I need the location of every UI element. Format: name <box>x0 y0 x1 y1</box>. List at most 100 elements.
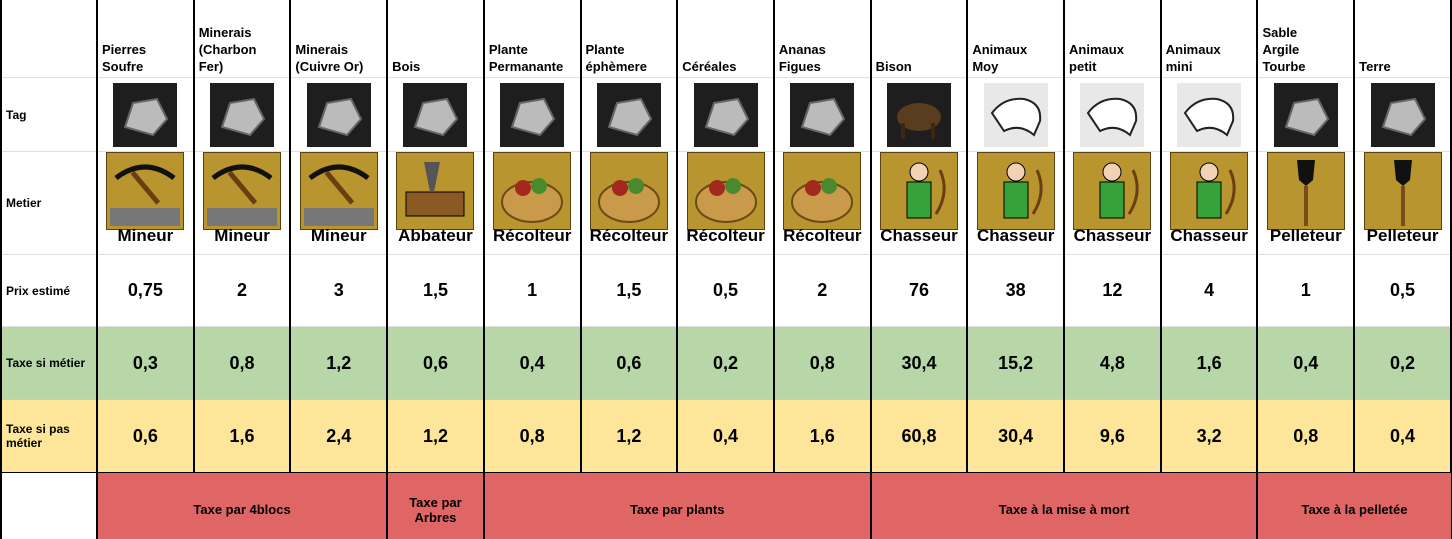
value-cell: 9,6 <box>1063 399 1162 473</box>
column-header: Animaux mini <box>1159 0 1259 78</box>
metier-cell: Récolteur <box>772 151 872 255</box>
column-header: Pierres Soufre <box>96 0 195 78</box>
icon-part <box>308 164 370 181</box>
metier-cell: Récolteur <box>579 151 679 255</box>
icon-part <box>414 97 459 136</box>
metier-icon <box>493 152 572 230</box>
tag-cell <box>289 77 389 152</box>
row-label: Taxe si pas métier <box>0 399 98 473</box>
metier-name: Chasseur <box>880 226 958 245</box>
metier-icon <box>783 152 862 230</box>
tag-cell <box>1256 77 1356 152</box>
tag-icon <box>1370 82 1435 147</box>
value-cell: 0,3 <box>96 326 195 400</box>
value-cell: 4 <box>1159 254 1259 327</box>
tag-cell <box>482 77 582 152</box>
tag-icon <box>886 82 951 147</box>
tag-icon <box>983 82 1048 147</box>
column-header: Minerais (Charbon Fer) <box>192 0 292 78</box>
value-cell: 1,5 <box>386 254 485 327</box>
icon-part <box>510 97 556 136</box>
group-cell: Taxe à la mise à mort <box>869 472 1258 539</box>
icon-part <box>611 180 628 196</box>
icon-part <box>704 97 749 136</box>
value-cell: 30,4 <box>869 326 969 400</box>
icon-part <box>220 97 266 136</box>
icon-part <box>805 180 822 196</box>
metier-cell: Mineur <box>289 151 389 255</box>
tag-cell <box>579 77 679 152</box>
value-cell: 4,8 <box>1063 326 1162 400</box>
icon-part <box>1400 186 1405 226</box>
metier-cell: Mineur <box>192 151 292 255</box>
icon-part <box>324 170 354 205</box>
tag-row: Tag <box>0 77 1452 152</box>
icon-part <box>124 97 169 136</box>
column-header: Plante éphèmere <box>579 0 679 78</box>
column-header: Bois <box>386 0 485 78</box>
icon-part <box>424 162 441 192</box>
icon-part <box>531 178 548 194</box>
tag-icon <box>1177 82 1242 147</box>
value-cell: 0,4 <box>1256 326 1356 400</box>
icon-part <box>1284 97 1329 136</box>
value-cell: 0,6 <box>579 326 679 400</box>
group-row: Taxe par 4blocs Taxe par Arbres Taxe par p… <box>0 472 1452 539</box>
header-row: Pierres Soufre Minerais (Charbon Fer) Mine… <box>0 0 1452 78</box>
value-cell: 0,2 <box>676 326 775 400</box>
column-header: Sable Argile Tourbe <box>1256 0 1356 78</box>
metier-icon <box>1363 152 1442 230</box>
price-row: Prix estimé 0,75 2 3 1,5 1 1,5 0,5 2 76 38 12 4 1 0,5 <box>0 254 1452 327</box>
metier-icon <box>203 152 282 230</box>
metier-icon <box>106 152 185 230</box>
column-header: Animaux Moy <box>966 0 1066 78</box>
value-cell: 15,2 <box>966 326 1066 400</box>
value-cell: 0,4 <box>482 326 582 400</box>
metier-cell: Pelleteur <box>1256 151 1356 255</box>
value-cell: 76 <box>869 254 969 327</box>
metier-name: Pelleteur <box>1366 226 1439 245</box>
value-cell: 1,2 <box>579 399 679 473</box>
tag-cell <box>1159 77 1259 152</box>
row-label: Taxe si métier <box>0 326 98 400</box>
metier-icon <box>686 152 765 230</box>
tag-icon <box>790 82 855 147</box>
value-cell: 0,5 <box>676 254 775 327</box>
icon-part <box>317 97 362 136</box>
value-cell: 12 <box>1063 254 1162 327</box>
tag-cell <box>192 77 292 152</box>
icon-part <box>900 122 905 139</box>
value-cell: 2 <box>772 254 872 327</box>
metier-icon <box>396 152 475 230</box>
metier-cell: Chasseur <box>1159 151 1259 255</box>
tag-icon <box>306 82 371 147</box>
metier-name: Récolteur <box>589 226 669 245</box>
column-header: Terre <box>1353 0 1452 78</box>
tag-icon <box>403 82 468 147</box>
value-cell: 60,8 <box>869 399 969 473</box>
icon-part <box>708 180 725 196</box>
metier-icon <box>1073 152 1152 230</box>
metier-icon <box>879 152 958 230</box>
value-cell: 0,75 <box>96 254 195 327</box>
tax-metier-row: Taxe si métier 0,3 0,8 1,2 0,6 0,4 0,6 0,2 0,8 30… <box>0 326 1452 400</box>
tag-cell <box>96 77 195 152</box>
icon-part <box>821 178 838 194</box>
value-cell: 0,8 <box>482 399 582 473</box>
metier-icon <box>589 152 668 230</box>
column-header: Animaux petit <box>1063 0 1162 78</box>
group-cell: Taxe par Arbres <box>386 472 485 539</box>
icon-part <box>627 178 644 194</box>
icon-part <box>724 178 741 194</box>
value-cell: 2,4 <box>289 399 389 473</box>
icon-part <box>1031 169 1043 215</box>
icon-part <box>1102 162 1122 182</box>
row-label: Tag <box>0 77 98 152</box>
metier-cell: Chasseur <box>1063 151 1162 255</box>
value-cell: 1 <box>1256 254 1356 327</box>
metier-name: Chasseur <box>1073 226 1152 245</box>
value-cell: 1,2 <box>289 326 389 400</box>
icon-part <box>1224 169 1236 215</box>
icon-part <box>515 180 532 196</box>
